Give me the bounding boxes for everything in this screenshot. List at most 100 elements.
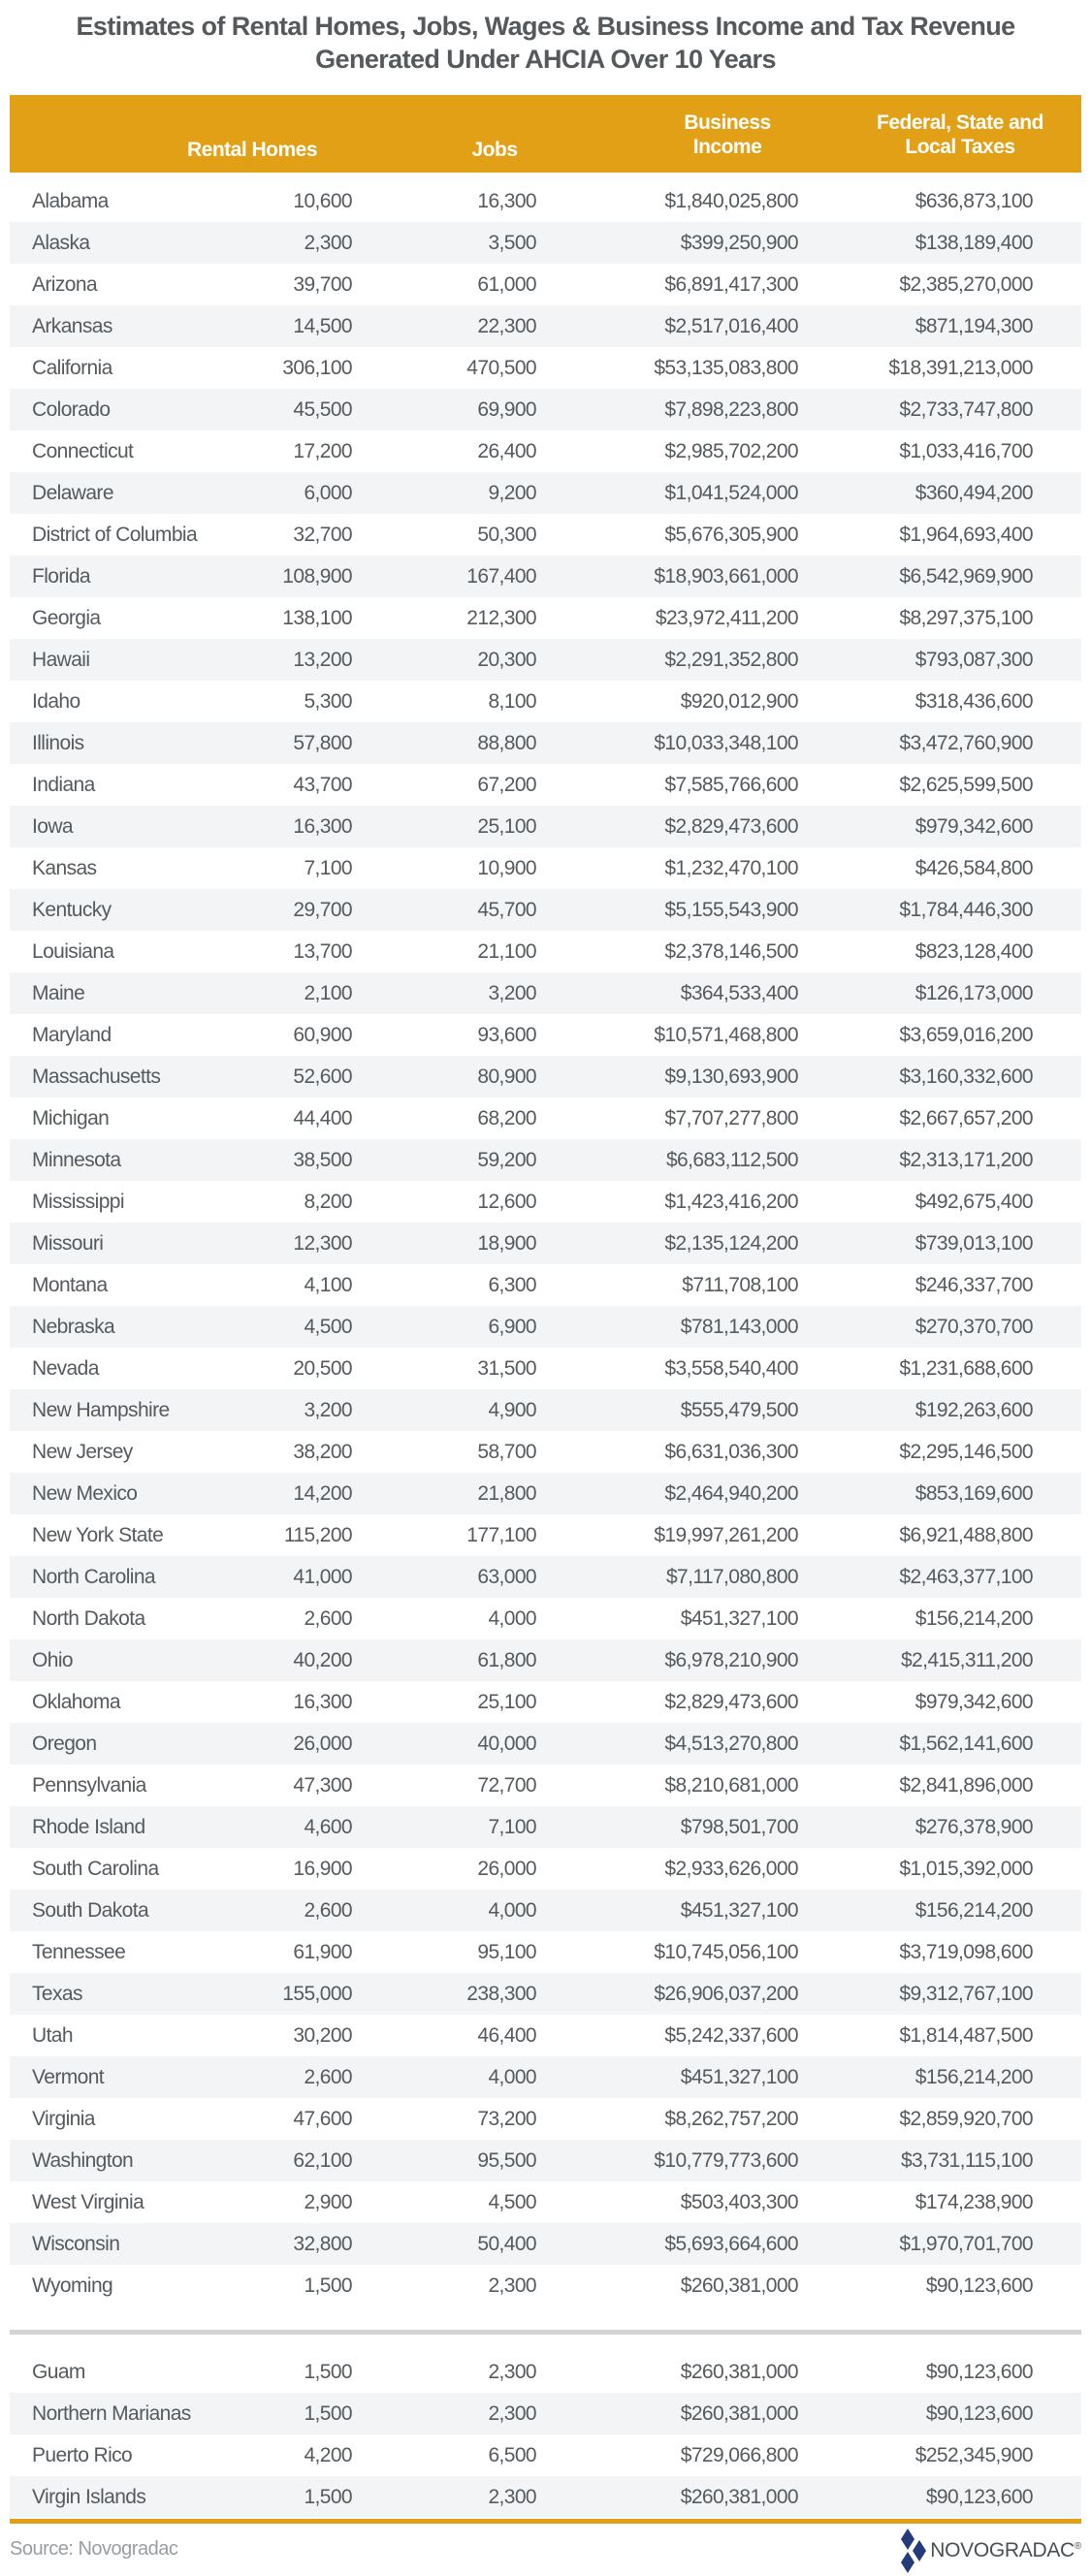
table-row: Iowa 16,300 25,100 $2,829,473,600 $979,342,6… bbox=[10, 806, 1081, 847]
jobs-value: 88,800 bbox=[477, 732, 536, 754]
jobs-value: 67,200 bbox=[477, 774, 536, 796]
taxes-value: $2,295,146,500 bbox=[899, 1441, 1033, 1463]
row-name: New Hampshire bbox=[32, 1399, 170, 1421]
taxes-value: $2,625,599,500 bbox=[899, 774, 1033, 796]
business-income-value: $260,381,000 bbox=[680, 2402, 799, 2425]
table-row: Wyoming 1,500 2,300 $260,381,000 $90,123,600 bbox=[10, 2265, 1081, 2306]
table-row: Ohio 40,200 61,800 $6,978,210,900 $2,415,311… bbox=[10, 1639, 1081, 1681]
rental-homes-value: 1,500 bbox=[304, 2486, 352, 2508]
row-name: Alabama bbox=[32, 190, 109, 212]
business-income-value: $19,997,261,200 bbox=[654, 1524, 798, 1546]
row-name: Connecticut bbox=[32, 440, 134, 462]
business-income-value: $7,585,766,600 bbox=[664, 774, 798, 796]
jobs-value: 63,000 bbox=[477, 1566, 536, 1588]
rental-homes-value: 26,000 bbox=[293, 1733, 352, 1755]
source-note: Source: Novogradac bbox=[10, 2538, 178, 2560]
jobs-value: 50,400 bbox=[477, 2233, 536, 2255]
table-row: Maryland 60,900 93,600 $10,571,468,800 $3,65… bbox=[10, 1014, 1081, 1056]
novogradac-logo: NOVOGRADAC® bbox=[901, 2528, 1081, 2573]
table-row: South Carolina 16,900 26,000 $2,933,626,000… bbox=[10, 1848, 1081, 1890]
business-income-value: $2,464,940,200 bbox=[664, 1482, 798, 1505]
business-income-value: $798,501,700 bbox=[680, 1816, 799, 1838]
row-name: New Jersey bbox=[32, 1441, 133, 1463]
table-row: Utah 30,200 46,400 $5,242,337,600 $1,814,487… bbox=[10, 2015, 1081, 2056]
table-row: New Mexico 14,200 21,800 $2,464,940,200 $853… bbox=[10, 1473, 1081, 1514]
taxes-value: $246,337,700 bbox=[915, 1274, 1034, 1296]
rental-homes-value: 47,300 bbox=[293, 1774, 352, 1797]
row-name: Iowa bbox=[32, 815, 74, 838]
taxes-value: $156,214,200 bbox=[915, 1899, 1034, 1922]
row-name: Colorado bbox=[32, 398, 111, 421]
row-name: Virginia bbox=[32, 2108, 95, 2130]
business-income-value: $5,676,305,900 bbox=[664, 524, 798, 546]
row-name: Texas bbox=[32, 1983, 82, 2005]
jobs-value: 50,300 bbox=[477, 524, 536, 546]
row-name: Nevada bbox=[32, 1357, 99, 1380]
business-income-value: $260,381,000 bbox=[680, 2274, 799, 2297]
jobs-value: 238,300 bbox=[466, 1983, 536, 2005]
rental-homes-value: 4,600 bbox=[304, 1816, 352, 1838]
business-income-value: $5,155,543,900 bbox=[664, 899, 798, 921]
taxes-value: $192,263,600 bbox=[915, 1399, 1034, 1421]
table-row: Alabama 10,600 16,300 $1,840,025,800 $636,87… bbox=[10, 180, 1081, 222]
business-income-value: $10,571,468,800 bbox=[654, 1024, 798, 1046]
business-income-value: $9,130,693,900 bbox=[664, 1065, 798, 1088]
business-income-value: $7,707,277,800 bbox=[664, 1107, 798, 1129]
rental-homes-value: 6,000 bbox=[304, 482, 352, 504]
jobs-value: 18,900 bbox=[477, 1232, 536, 1255]
table-row: New Jersey 38,200 58,700 $6,631,036,300 $2,2… bbox=[10, 1431, 1081, 1473]
taxes-value: $3,472,760,900 bbox=[899, 732, 1033, 754]
taxes-value: $2,313,171,200 bbox=[899, 1149, 1033, 1171]
taxes-value: $1,970,701,700 bbox=[899, 2233, 1033, 2255]
table-row: Hawaii 13,200 20,300 $2,291,352,800 $793,087… bbox=[10, 639, 1081, 681]
rental-homes-value: 2,600 bbox=[304, 2066, 352, 2088]
taxes-value: $426,584,800 bbox=[915, 857, 1034, 879]
row-name: South Dakota bbox=[32, 1899, 149, 1922]
table-row: District of Columbia 32,700 50,300 $5,676,3… bbox=[10, 514, 1081, 556]
jobs-value: 2,300 bbox=[488, 2274, 536, 2297]
rental-homes-value: 1,500 bbox=[304, 2361, 352, 2383]
jobs-value: 69,900 bbox=[477, 398, 536, 421]
rental-homes-value: 16,300 bbox=[293, 815, 352, 838]
business-income-value: $451,327,100 bbox=[680, 1899, 799, 1922]
taxes-value: $1,033,416,700 bbox=[899, 440, 1033, 462]
taxes-value: $2,733,747,800 bbox=[899, 398, 1033, 421]
column-header-business-income: Business Income bbox=[630, 111, 824, 159]
table-row: Rhode Island 4,600 7,100 $798,501,700 $276,3… bbox=[10, 1806, 1081, 1848]
taxes-value: $9,312,767,100 bbox=[899, 1983, 1033, 2005]
jobs-value: 40,000 bbox=[477, 1733, 536, 1755]
row-name: Indiana bbox=[32, 774, 95, 796]
jobs-value: 45,700 bbox=[477, 899, 536, 921]
business-income-value: $1,840,025,800 bbox=[664, 190, 798, 212]
table-row: Tennessee 61,900 95,100 $10,745,056,100 $3,7… bbox=[10, 1931, 1081, 1973]
table-row: Colorado 45,500 69,900 $7,898,223,800 $2,733… bbox=[10, 389, 1081, 430]
taxes-value: $1,231,688,600 bbox=[899, 1357, 1033, 1380]
jobs-value: 95,500 bbox=[477, 2149, 536, 2172]
row-name: Missouri bbox=[32, 1232, 104, 1255]
column-header-label: Federal, State and bbox=[877, 111, 1043, 134]
rental-homes-value: 108,900 bbox=[282, 565, 352, 588]
business-income-value: $7,898,223,800 bbox=[664, 398, 798, 421]
logo-text: NOVOGRADAC bbox=[930, 2539, 1075, 2561]
row-name: Louisiana bbox=[32, 940, 114, 963]
rental-homes-value: 2,100 bbox=[304, 982, 352, 1004]
rental-homes-value: 52,600 bbox=[293, 1065, 352, 1088]
table-header: Rental Homes Jobs Business Income Federa… bbox=[10, 95, 1081, 173]
table-row: North Carolina 41,000 63,000 $7,117,080,800… bbox=[10, 1556, 1081, 1598]
row-name: Ohio bbox=[32, 1649, 74, 1671]
taxes-value: $90,123,600 bbox=[925, 2274, 1034, 2297]
table-row: Indiana 43,700 67,200 $7,585,766,600 $2,625,… bbox=[10, 764, 1081, 806]
rental-homes-value: 306,100 bbox=[282, 357, 352, 379]
rental-homes-value: 16,300 bbox=[293, 1691, 352, 1713]
taxes-value: $793,087,300 bbox=[915, 649, 1034, 671]
rental-homes-value: 38,200 bbox=[293, 1441, 352, 1463]
taxes-value: $636,873,100 bbox=[915, 190, 1034, 212]
business-income-value: $10,033,348,100 bbox=[654, 732, 798, 754]
rental-homes-value: 39,700 bbox=[293, 273, 352, 296]
column-header-label: Jobs bbox=[471, 139, 518, 161]
rental-homes-value: 2,600 bbox=[304, 1607, 352, 1630]
business-income-value: $26,906,037,200 bbox=[654, 1983, 798, 2005]
business-income-value: $729,066,800 bbox=[680, 2444, 799, 2466]
jobs-value: 95,100 bbox=[477, 1941, 536, 1963]
business-income-value: $2,291,352,800 bbox=[664, 649, 798, 671]
